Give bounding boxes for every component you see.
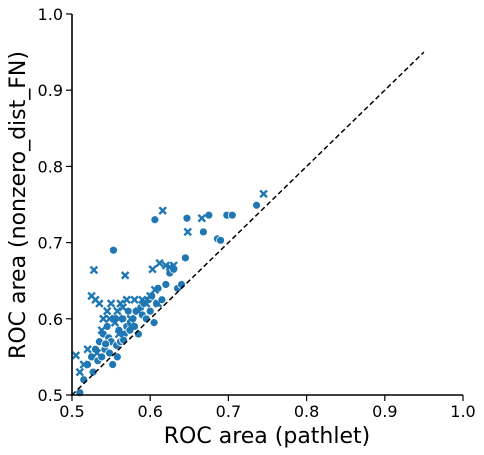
y-tick-label: 1.0: [38, 5, 63, 24]
x-tick-label: 0.8: [294, 402, 319, 421]
x-tick-label: 0.5: [59, 402, 84, 421]
axes-layer: [71, 14, 463, 396]
y-axis-label: ROC area (nonzero_dist_FN): [6, 51, 31, 359]
x-marker: [126, 314, 135, 324]
circle-marker: [252, 200, 261, 210]
x-marker: [95, 299, 104, 308]
x-marker: [102, 306, 112, 316]
x-marker-stroke: [183, 227, 192, 237]
x-marker-stroke: [122, 295, 131, 304]
x-marker-stroke: [83, 345, 92, 354]
x-marker: [155, 258, 164, 268]
x-marker: [92, 348, 102, 358]
circle-marker: [198, 227, 208, 237]
reference-line-layer: [71, 51, 425, 396]
x-marker-stroke: [259, 189, 268, 199]
x-marker-stroke: [114, 329, 124, 339]
circle-marker: [216, 235, 225, 245]
circle-marker: [149, 318, 159, 328]
x-marker-stroke: [197, 213, 207, 223]
x-marker-stroke: [150, 285, 160, 295]
x-marker: [122, 295, 131, 304]
x-marker: [130, 295, 139, 304]
y-tick-label: 0.7: [38, 234, 63, 253]
circle-marker: [101, 339, 111, 349]
x-marker: [126, 322, 135, 331]
diagonal-reference-line: [71, 51, 425, 396]
x-marker-stroke: [126, 314, 135, 324]
y-tick-label: 0.8: [38, 157, 63, 176]
x-marker: [75, 367, 85, 377]
circle-marker: [105, 348, 114, 358]
x-marker: [106, 299, 116, 308]
x-marker: [71, 351, 81, 360]
x-marker: [259, 189, 268, 199]
circle-marker: [150, 215, 160, 225]
y-tick-label: 0.6: [38, 310, 63, 329]
x-marker: [197, 213, 207, 223]
circle-marker: [112, 352, 122, 362]
circle-marker: [109, 245, 118, 255]
x-marker-stroke: [169, 261, 178, 270]
x-marker-stroke: [134, 306, 143, 316]
x-marker-stroke: [158, 206, 167, 215]
x-marker: [97, 325, 106, 335]
y-tick-label: 0.9: [38, 81, 63, 100]
x-marker-stroke: [79, 360, 88, 369]
ticks-layer: 0.5 0.6 0.7 0.8 0.9 1.0 0.5 0.6 0.7 0.8 0.9 1.0: [38, 5, 476, 421]
x-marker-stroke: [99, 314, 108, 324]
x-marker: [79, 360, 88, 369]
x-marker: [134, 306, 143, 316]
x-marker-stroke: [97, 325, 106, 335]
x-marker: [83, 345, 92, 354]
x-marker: [114, 329, 124, 339]
x-marker: [148, 265, 157, 274]
x-marker: [118, 303, 128, 312]
x-marker-stroke: [148, 265, 157, 274]
x-marker: [153, 299, 163, 308]
x-marker-stroke: [126, 322, 135, 331]
x-marker-stroke: [102, 306, 112, 316]
x-marker: [99, 314, 108, 324]
x-marker-stroke: [153, 299, 163, 308]
x-marker: [142, 299, 151, 308]
circle-marker: [145, 306, 155, 316]
x-marker: [114, 314, 124, 324]
x-axis-label: ROC area (pathlet): [164, 424, 370, 449]
x-marker-stroke: [75, 367, 85, 377]
x-tick-label: 0.6: [137, 402, 162, 421]
circle-marker: [108, 360, 118, 369]
circle-marker: [180, 253, 190, 263]
circle-marker: [227, 210, 237, 220]
circle-marker: [204, 210, 214, 220]
x-marker-stroke: [89, 265, 99, 275]
x-tick-label: 0.7: [216, 402, 241, 421]
x-marker: [183, 227, 192, 237]
x-marker-stroke: [92, 348, 102, 358]
x-marker: [120, 271, 130, 280]
x-marker: [169, 261, 178, 270]
circle-marker: [88, 367, 98, 377]
x-marker-stroke: [114, 314, 124, 324]
x-marker-stroke: [142, 299, 151, 308]
x-marker-stroke: [120, 271, 130, 280]
x-marker-stroke: [155, 258, 164, 268]
x-marker-stroke: [130, 295, 139, 304]
x-marker-stroke: [106, 299, 116, 308]
x-marker: [89, 265, 99, 275]
x-marker: [158, 206, 167, 215]
circle-marker: [182, 213, 192, 223]
x-tick-label: 1.0: [450, 402, 475, 421]
y-tick-label: 0.5: [38, 386, 63, 405]
x-marker-stroke: [95, 299, 104, 308]
circle-marker: [161, 280, 171, 289]
x-marker-stroke: [71, 351, 81, 360]
x-marker-stroke: [118, 303, 128, 312]
x-tick-label: 0.9: [372, 402, 397, 421]
x-marker: [150, 285, 160, 295]
